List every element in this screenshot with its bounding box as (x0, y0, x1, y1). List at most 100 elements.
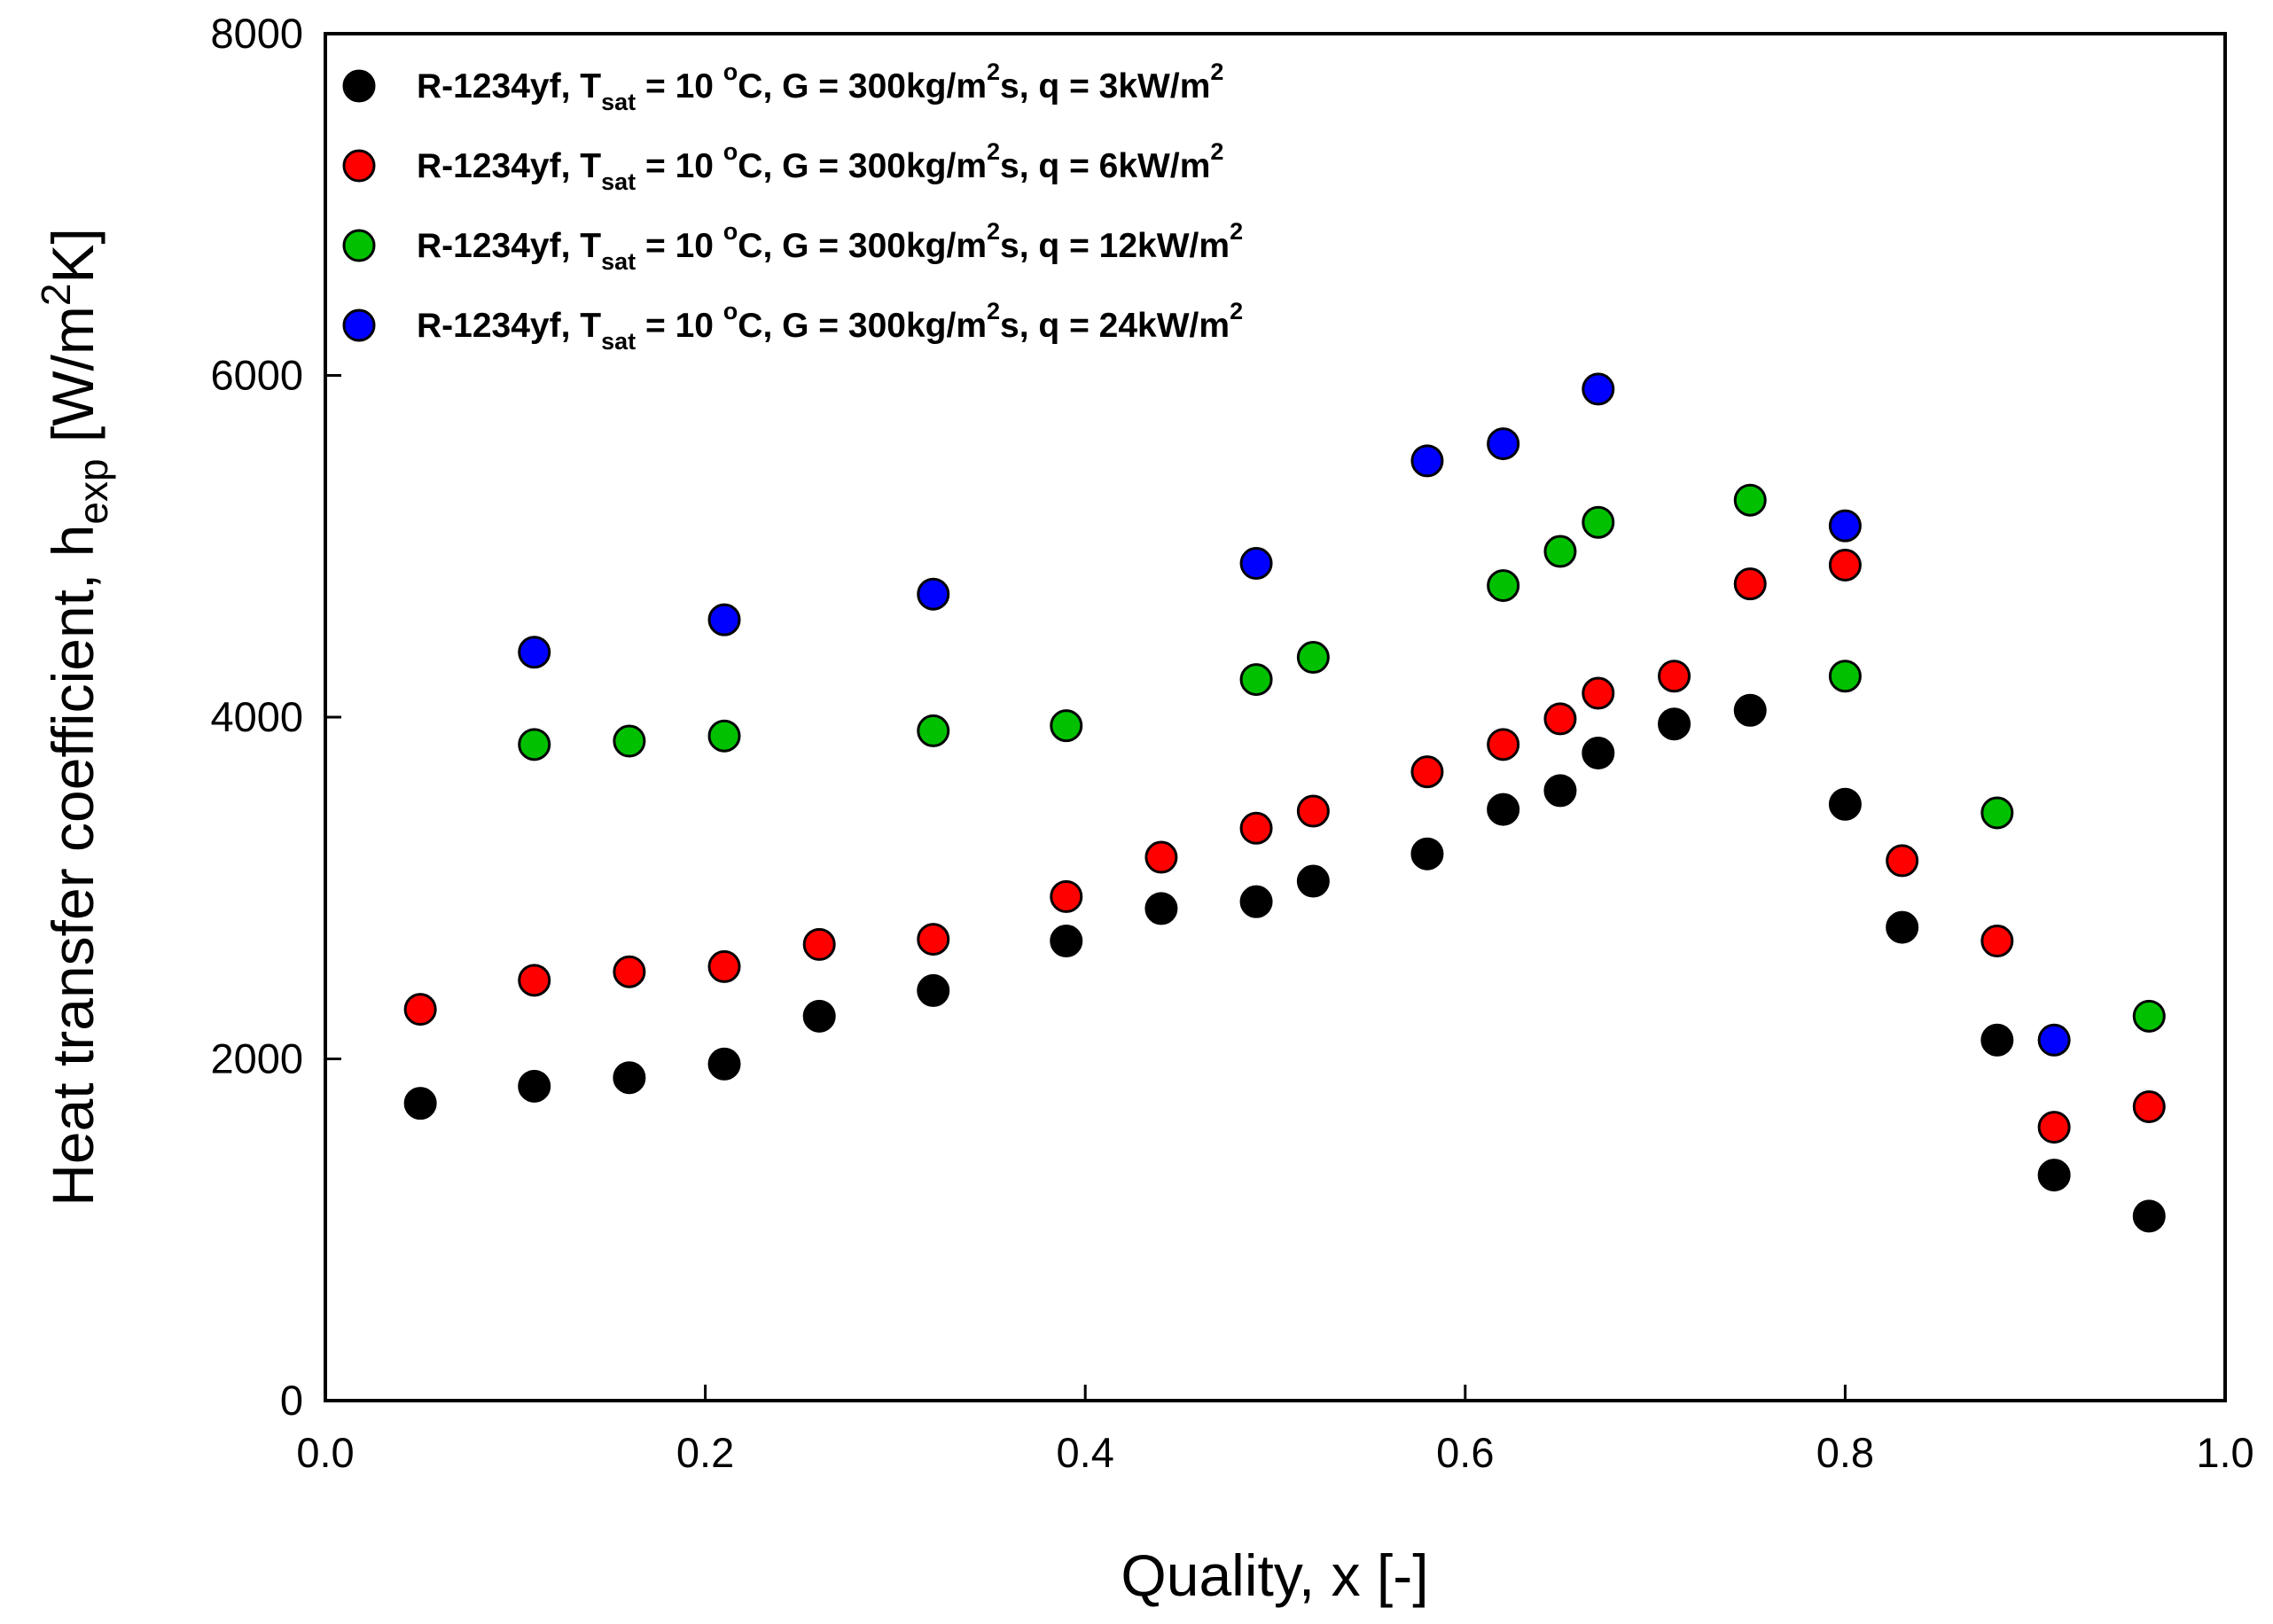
x-tick-label: 0.2 (676, 1429, 734, 1476)
data-point (1582, 736, 1615, 769)
y-tick-label: 0 (280, 1377, 303, 1424)
series-3 (518, 483, 2166, 1033)
data-point (518, 636, 551, 669)
data-point (613, 1061, 646, 1095)
legend-label: R-1234yf, Tsat = 10 oC, G = 300kg/m2s, q… (417, 298, 1243, 355)
y-axis-title: Heat transfer coefficient, hexp [W/m2K] (33, 228, 116, 1206)
data-point (1658, 660, 1691, 693)
data-point (1487, 569, 1520, 603)
legend-marker (342, 149, 376, 183)
data-point (1828, 660, 1862, 693)
x-tick-label: 0.0 (296, 1429, 354, 1476)
data-point (403, 1087, 437, 1120)
legend-marker (342, 69, 376, 103)
data-point (1733, 693, 1767, 727)
data-point (917, 577, 950, 611)
data-points (403, 372, 2166, 1233)
data-point (403, 993, 437, 1027)
data-point (2132, 999, 2166, 1033)
legend-label: R-1234yf, Tsat = 10 oC, G = 300kg/m2s, q… (417, 59, 1223, 115)
data-point (1980, 1023, 2014, 1057)
data-point (1239, 663, 1273, 697)
y-axis-ticks: 0 2000 4000 6000 8000 (210, 10, 341, 1424)
data-point (1543, 774, 1577, 808)
data-point (518, 728, 551, 761)
data-point (1239, 547, 1273, 581)
data-point (1582, 676, 1615, 710)
y-tick-label: 8000 (210, 10, 303, 57)
data-point (2037, 1159, 2071, 1192)
data-point (1239, 885, 1273, 918)
data-point (707, 603, 741, 636)
data-point (707, 719, 741, 753)
data-point (2132, 1199, 2166, 1233)
data-point (613, 724, 646, 758)
x-tick-label: 1.0 (2196, 1429, 2253, 1476)
data-point (1410, 444, 1444, 478)
data-point (2037, 1111, 2071, 1144)
data-point (1487, 792, 1520, 826)
data-point (1980, 925, 2014, 958)
data-point (1239, 811, 1273, 845)
legend-marker (342, 229, 376, 262)
data-point (1582, 372, 1615, 406)
y-tick-label: 2000 (210, 1035, 303, 1082)
data-point (707, 949, 741, 983)
data-point (1144, 892, 1178, 925)
x-axis-ticks: 0.0 0.2 0.4 0.6 0.8 1.0 (296, 1385, 2254, 1476)
y-tick-label: 6000 (210, 352, 303, 399)
data-point (1733, 567, 1767, 601)
series-2 (403, 548, 2166, 1144)
legend: R-1234yf, Tsat = 10 oC, G = 300kg/m2s, q… (342, 59, 1243, 355)
data-point (1050, 879, 1083, 913)
data-point (1543, 535, 1577, 568)
data-point (2037, 1023, 2071, 1057)
data-point (1050, 709, 1083, 743)
data-point (1828, 548, 1862, 582)
legend-item: R-1234yf, Tsat = 10 oC, G = 300kg/m2s, q… (342, 218, 1243, 275)
y-tick-label: 4000 (210, 693, 303, 740)
x-axis-title: Quality, x [-] (1121, 1542, 1428, 1608)
plot-frame (324, 32, 2227, 1402)
data-point (917, 973, 950, 1007)
data-point (802, 999, 836, 1033)
legend-item: R-1234yf, Tsat = 10 oC, G = 300kg/m2s, q… (342, 59, 1223, 115)
data-point (1296, 641, 1330, 675)
data-point (1543, 702, 1577, 736)
data-point (2132, 1089, 2166, 1123)
data-point (1410, 755, 1444, 789)
x-tick-label: 0.6 (1436, 1429, 1494, 1476)
data-point (1980, 796, 2014, 830)
data-point (1410, 837, 1444, 871)
data-point (1828, 787, 1862, 821)
data-point (1296, 864, 1330, 898)
data-point (518, 1069, 551, 1103)
data-point (707, 1047, 741, 1081)
x-tick-label: 0.4 (1057, 1429, 1114, 1476)
data-point (518, 964, 551, 997)
data-point (1886, 844, 1919, 878)
x-tick-label: 0.8 (1816, 1429, 1874, 1476)
data-point (1144, 840, 1178, 874)
series-1 (403, 693, 2166, 1233)
data-point (917, 714, 950, 747)
data-point (802, 927, 836, 961)
legend-label: R-1234yf, Tsat = 10 oC, G = 300kg/m2s, q… (417, 218, 1243, 275)
data-point (917, 923, 950, 956)
legend-item: R-1234yf, Tsat = 10 oC, G = 300kg/m2s, q… (342, 138, 1223, 195)
data-point (1828, 509, 1862, 543)
data-point (613, 955, 646, 988)
data-point (1733, 483, 1767, 517)
data-point (1658, 707, 1691, 741)
legend-item: R-1234yf, Tsat = 10 oC, G = 300kg/m2s, q… (342, 298, 1243, 355)
data-point (1050, 925, 1083, 958)
data-point (1487, 728, 1520, 761)
series-4 (518, 372, 2071, 1057)
data-point (1886, 910, 1919, 944)
data-point (1487, 427, 1520, 461)
data-point (1296, 794, 1330, 828)
legend-marker (342, 308, 376, 342)
data-point (1582, 505, 1615, 539)
